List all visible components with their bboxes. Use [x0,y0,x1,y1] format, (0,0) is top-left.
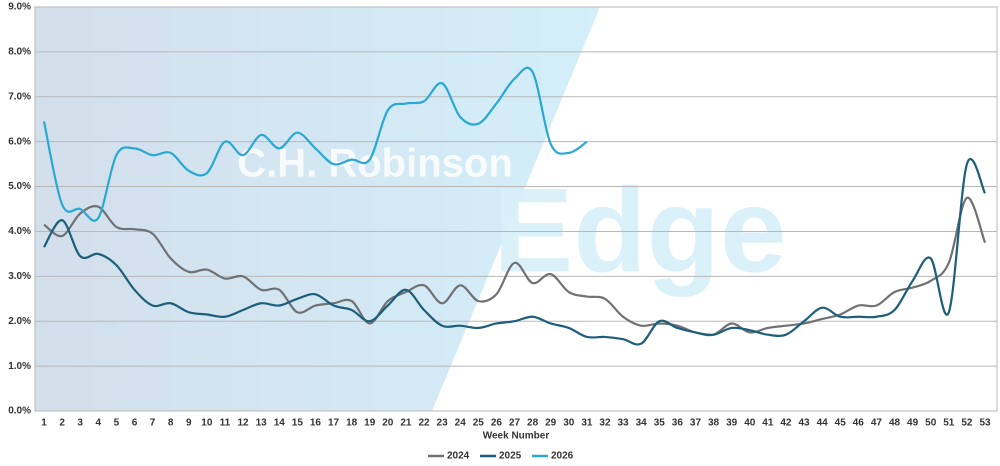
x-tick-label: 25 [473,418,485,429]
x-tick-label: 8 [168,418,174,429]
x-tick-label: 36 [672,418,684,429]
x-tick-label: 28 [527,418,539,429]
x-tick-label: 27 [509,418,521,429]
y-tick-label: 7.0% [8,91,31,102]
x-tick-label: 13 [256,418,268,429]
x-tick-label: 19 [364,418,376,429]
x-tick-label: 11 [220,418,231,429]
x-tick-label: 39 [726,418,738,429]
x-tick-label: 24 [455,418,467,429]
line-series [43,196,987,337]
legend-label: 2025 [499,451,522,462]
y-tick-label: 8.0% [8,47,31,58]
x-tick-label: 32 [599,418,611,429]
x-tick-label: 35 [654,418,666,429]
x-tick-label: 33 [618,418,630,429]
x-tick-label: 47 [871,418,883,429]
x-tick-label: 38 [708,418,720,429]
x-tick-label: 37 [690,418,702,429]
y-tick-label: 5.0% [8,181,31,192]
x-tick-label: 22 [418,418,430,429]
x-tick-label: 9 [186,418,192,429]
x-tick-label: 53 [979,418,991,429]
x-axis-label: Week Number [483,431,550,442]
x-tick-label: 10 [201,418,213,429]
x-tick-label: 17 [328,418,340,429]
x-tick-label: 44 [817,418,829,429]
x-tick-label: 45 [835,418,847,429]
x-tick-label: 3 [77,418,83,429]
x-tick-label: 2 [59,418,65,429]
x-tick-label: 6 [132,418,138,429]
x-tick-label: 16 [310,418,322,429]
y-tick-label: 0.0% [8,406,31,417]
x-tick-label: 26 [491,418,503,429]
x-tick-label: 46 [853,418,865,429]
x-tick-label: 18 [346,418,358,429]
x-tick-label: 15 [292,418,304,429]
x-tick-label: 14 [274,418,286,429]
x-tick-label: 30 [563,418,575,429]
x-tick-label: 40 [744,418,756,429]
x-tick-label: 41 [762,418,774,429]
x-tick-label: 20 [382,418,394,429]
x-tick-label: 52 [961,418,973,429]
legend-label: 2026 [551,451,574,462]
x-tick-label: 34 [636,418,648,429]
x-tick-label: 21 [400,418,412,429]
line-series [42,66,588,222]
x-tick-label: 7 [150,418,156,429]
legend-label: 2024 [447,451,470,462]
x-tick-label: 51 [943,418,955,429]
x-tick-label: 4 [96,418,102,429]
x-tick-label: 31 [581,418,593,429]
x-tick-label: 23 [437,418,449,429]
x-tick-label: 48 [889,418,901,429]
y-tick-label: 9.0% [8,2,31,13]
line-series [43,158,987,346]
watermark-text: Edge [493,164,786,298]
y-tick-label: 3.0% [8,271,31,282]
x-tick-label: 5 [114,418,120,429]
x-tick-label: 50 [925,418,937,429]
x-tick-label: 1 [41,418,47,429]
watermark-band [35,7,600,411]
y-tick-label: 6.0% [8,136,31,147]
x-tick-label: 29 [545,418,557,429]
x-tick-label: 49 [907,418,919,429]
x-tick-label: 42 [780,418,792,429]
y-tick-label: 4.0% [8,226,31,237]
y-tick-label: 2.0% [8,316,31,327]
y-tick-label: 1.0% [8,361,31,372]
x-tick-label: 12 [237,418,249,429]
x-tick-label: 43 [798,418,810,429]
